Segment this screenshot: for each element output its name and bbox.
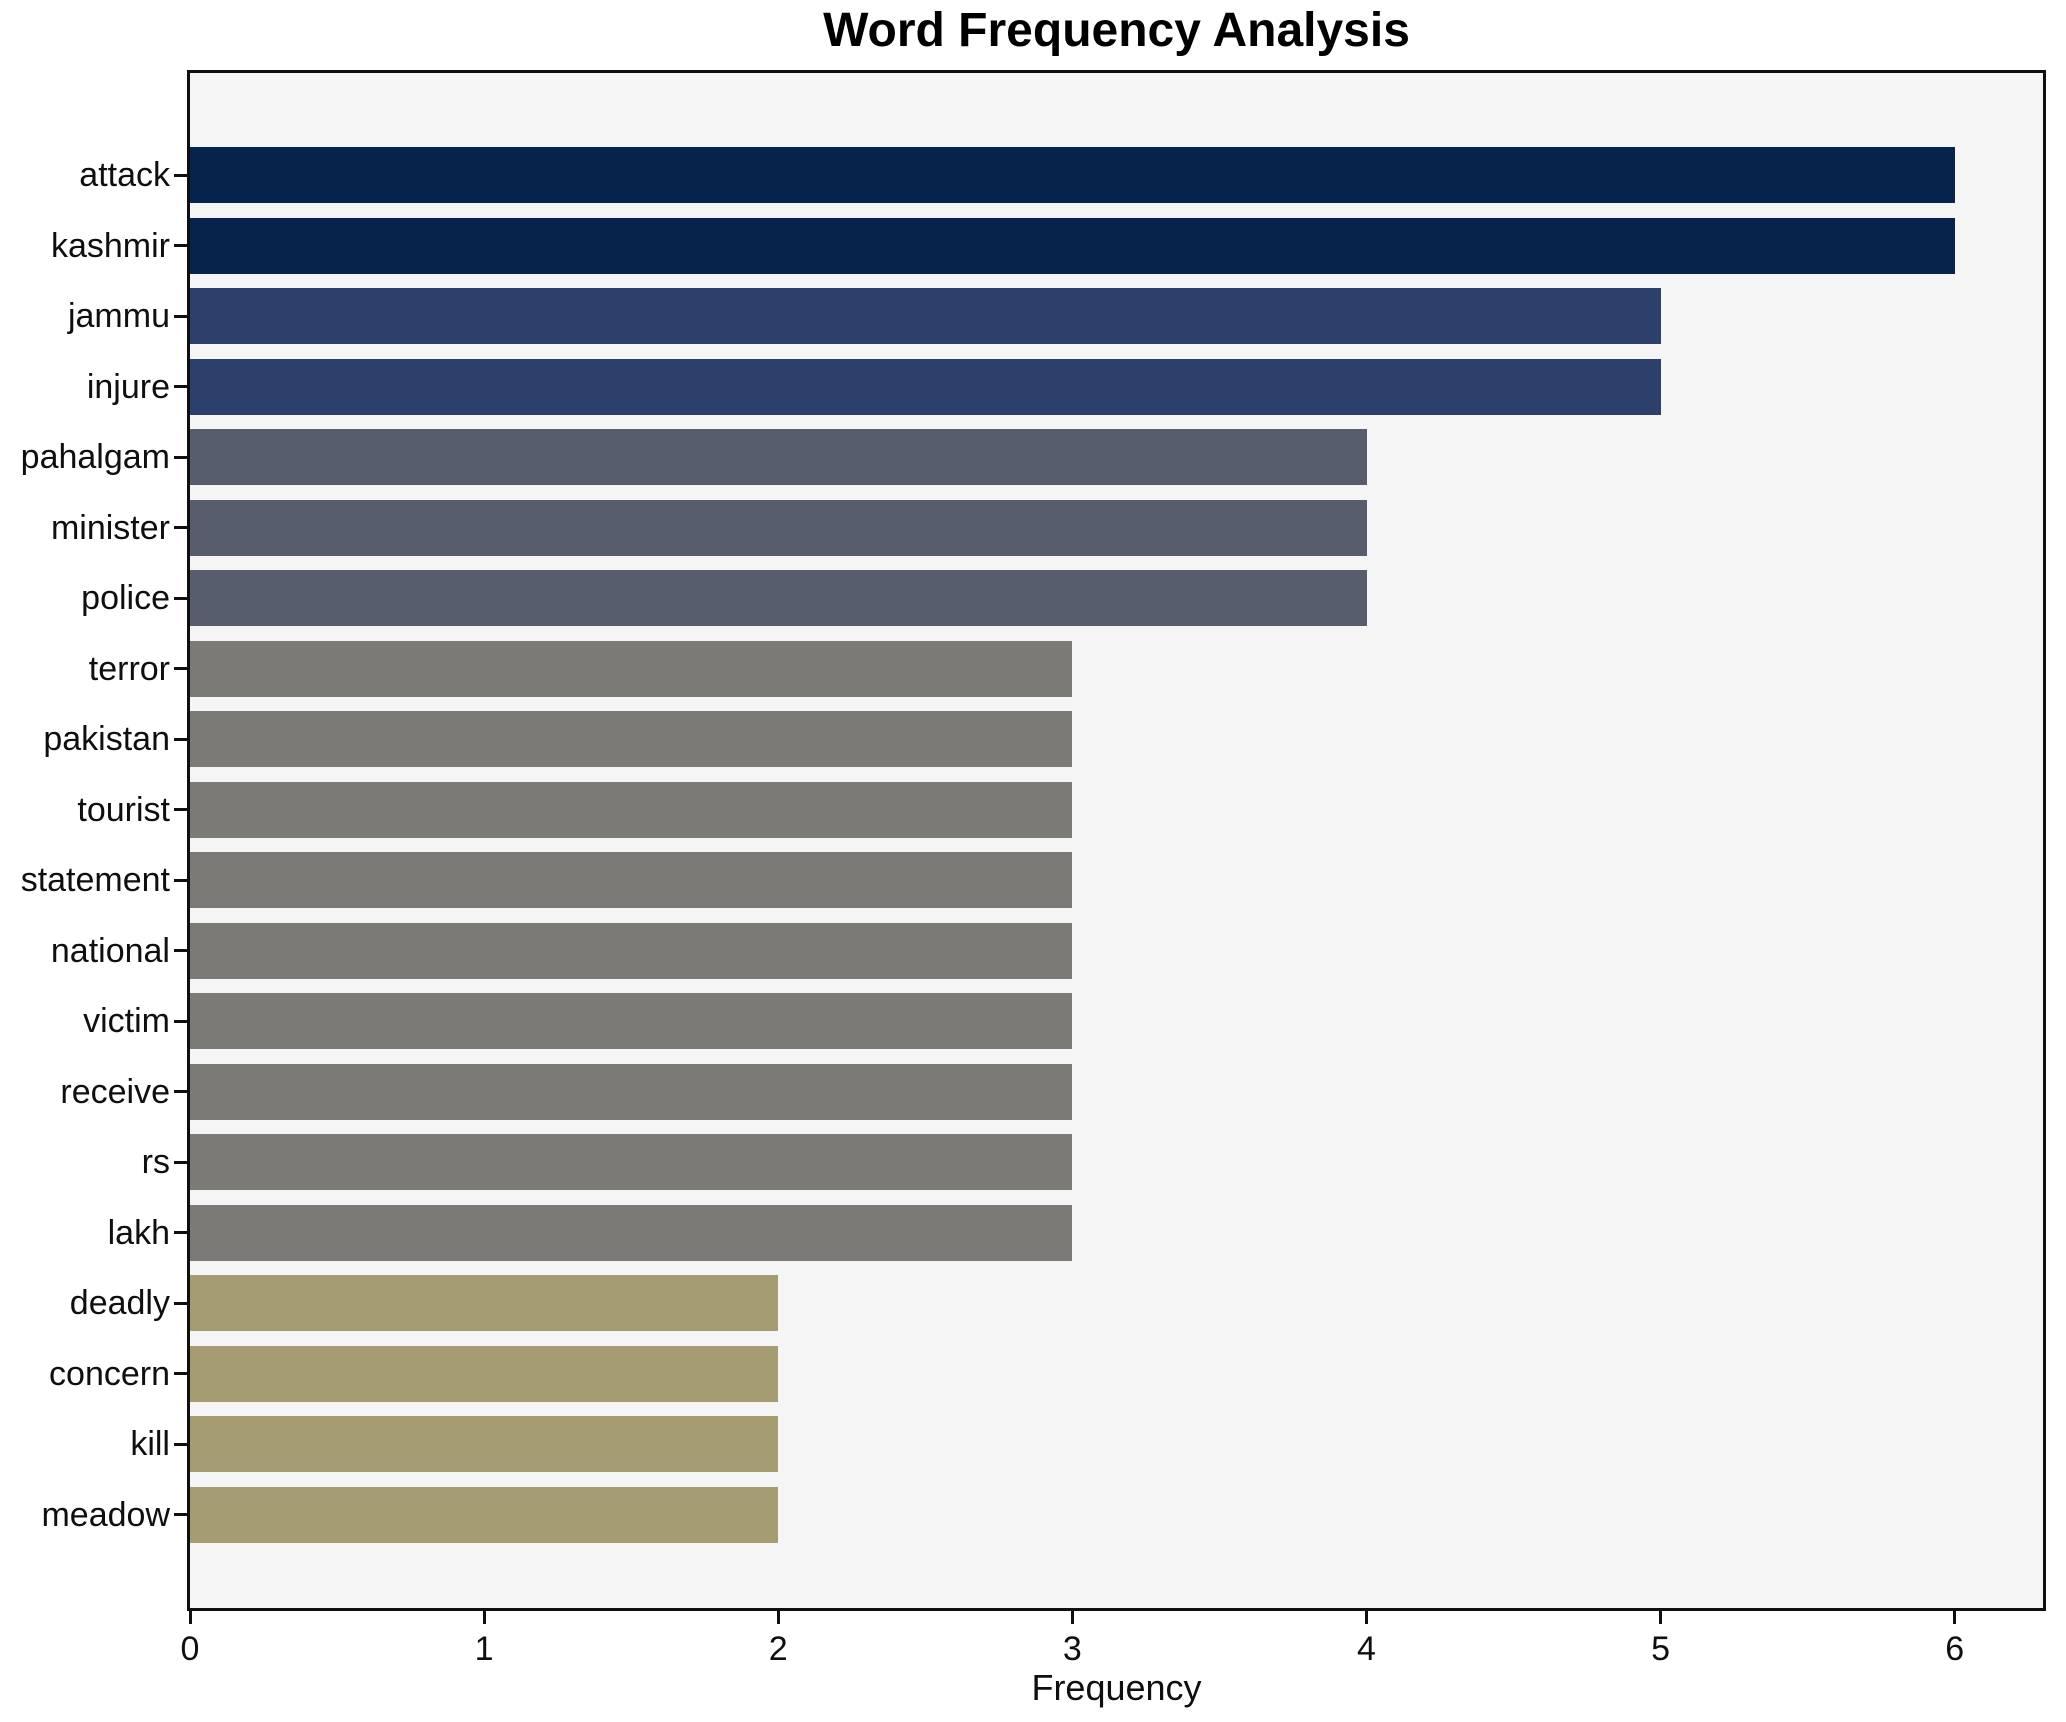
bar-attack	[190, 147, 1955, 204]
y-tick-mark	[174, 737, 187, 741]
bar-national	[190, 922, 1073, 979]
y-axis-label: terror	[88, 649, 170, 688]
bar-police	[190, 570, 1367, 627]
y-axis-label: lakh	[107, 1213, 170, 1252]
y-tick-mark	[174, 596, 187, 600]
y-tick-mark	[174, 385, 187, 389]
y-axis-label: police	[81, 579, 170, 618]
y-axis-label: minister	[50, 508, 170, 547]
y-tick-mark	[174, 526, 187, 530]
bar-receive	[190, 1063, 1073, 1120]
x-tick-mark	[1953, 1611, 1957, 1624]
x-tick-mark	[482, 1611, 486, 1624]
bar-meadow	[190, 1486, 779, 1543]
y-tick-mark	[174, 173, 187, 177]
y-tick-mark	[174, 878, 187, 882]
x-tick-mark	[1365, 1611, 1368, 1624]
bar-injure	[190, 358, 1661, 415]
x-tick-label: 2	[768, 1630, 788, 1668]
y-axis-label: injure	[86, 367, 170, 406]
y-tick-mark	[174, 314, 187, 318]
bar-pakistan	[190, 711, 1073, 768]
bar-tourist	[190, 781, 1073, 838]
y-axis-label: national	[50, 931, 170, 970]
x-tick-mark	[1659, 1611, 1663, 1624]
y-tick-mark	[174, 1019, 187, 1023]
y-tick-mark	[174, 1372, 187, 1376]
y-tick-mark	[174, 808, 187, 812]
y-axis-label: rs	[141, 1143, 170, 1182]
x-tick-label: 1	[474, 1630, 494, 1668]
x-tick-label: 0	[180, 1630, 200, 1668]
y-tick-mark	[174, 667, 187, 671]
y-tick-mark	[174, 1090, 187, 1094]
y-axis-label: jammu	[67, 297, 170, 336]
x-tick-mark	[776, 1611, 780, 1624]
y-axis-label: receive	[60, 1072, 170, 1111]
x-tick-label: 5	[1651, 1630, 1671, 1668]
bar-kashmir	[190, 217, 1955, 274]
y-tick-mark	[174, 1160, 187, 1164]
y-axis-label: kashmir	[50, 226, 170, 265]
y-axis-label: pahalgam	[20, 438, 170, 477]
bar-kill	[190, 1416, 779, 1473]
y-axis-label: kill	[130, 1425, 170, 1464]
plot-area	[187, 70, 2046, 1611]
y-axis-label: statement	[20, 861, 170, 900]
x-tick-label: 6	[1945, 1630, 1965, 1668]
x-tick-label: 4	[1357, 1630, 1376, 1668]
bar-pahalgam	[190, 429, 1367, 486]
y-tick-mark	[174, 1301, 187, 1305]
y-axis-label: victim	[83, 1002, 170, 1041]
y-axis-label: meadow	[41, 1495, 170, 1534]
bar-rs	[190, 1134, 1073, 1191]
bar-minister	[190, 499, 1367, 556]
y-axis-label: pakistan	[43, 720, 170, 759]
bar-lakh	[190, 1204, 1073, 1261]
x-tick-mark	[1070, 1611, 1074, 1624]
y-tick-mark	[174, 1513, 187, 1517]
x-tick-label: 3	[1062, 1630, 1082, 1668]
chart-title: Word Frequency Analysis	[823, 4, 1410, 57]
bar-deadly	[190, 1275, 779, 1332]
y-tick-mark	[174, 1442, 187, 1446]
y-tick-mark	[174, 244, 187, 248]
x-tick-mark	[188, 1611, 192, 1624]
y-tick-mark	[174, 1231, 187, 1235]
y-tick-mark	[174, 455, 187, 459]
y-tick-mark	[174, 949, 187, 953]
y-axis-label: attack	[79, 156, 170, 195]
bar-victim	[190, 993, 1073, 1050]
bar-statement	[190, 852, 1073, 909]
bar-jammu	[190, 288, 1661, 345]
x-axis-label: Frequency	[1031, 1667, 1202, 1708]
y-axis-label: tourist	[77, 790, 170, 829]
bar-concern	[190, 1345, 779, 1402]
bar-terror	[190, 640, 1073, 697]
y-axis-label: deadly	[69, 1284, 170, 1323]
y-axis-label: concern	[49, 1354, 170, 1393]
